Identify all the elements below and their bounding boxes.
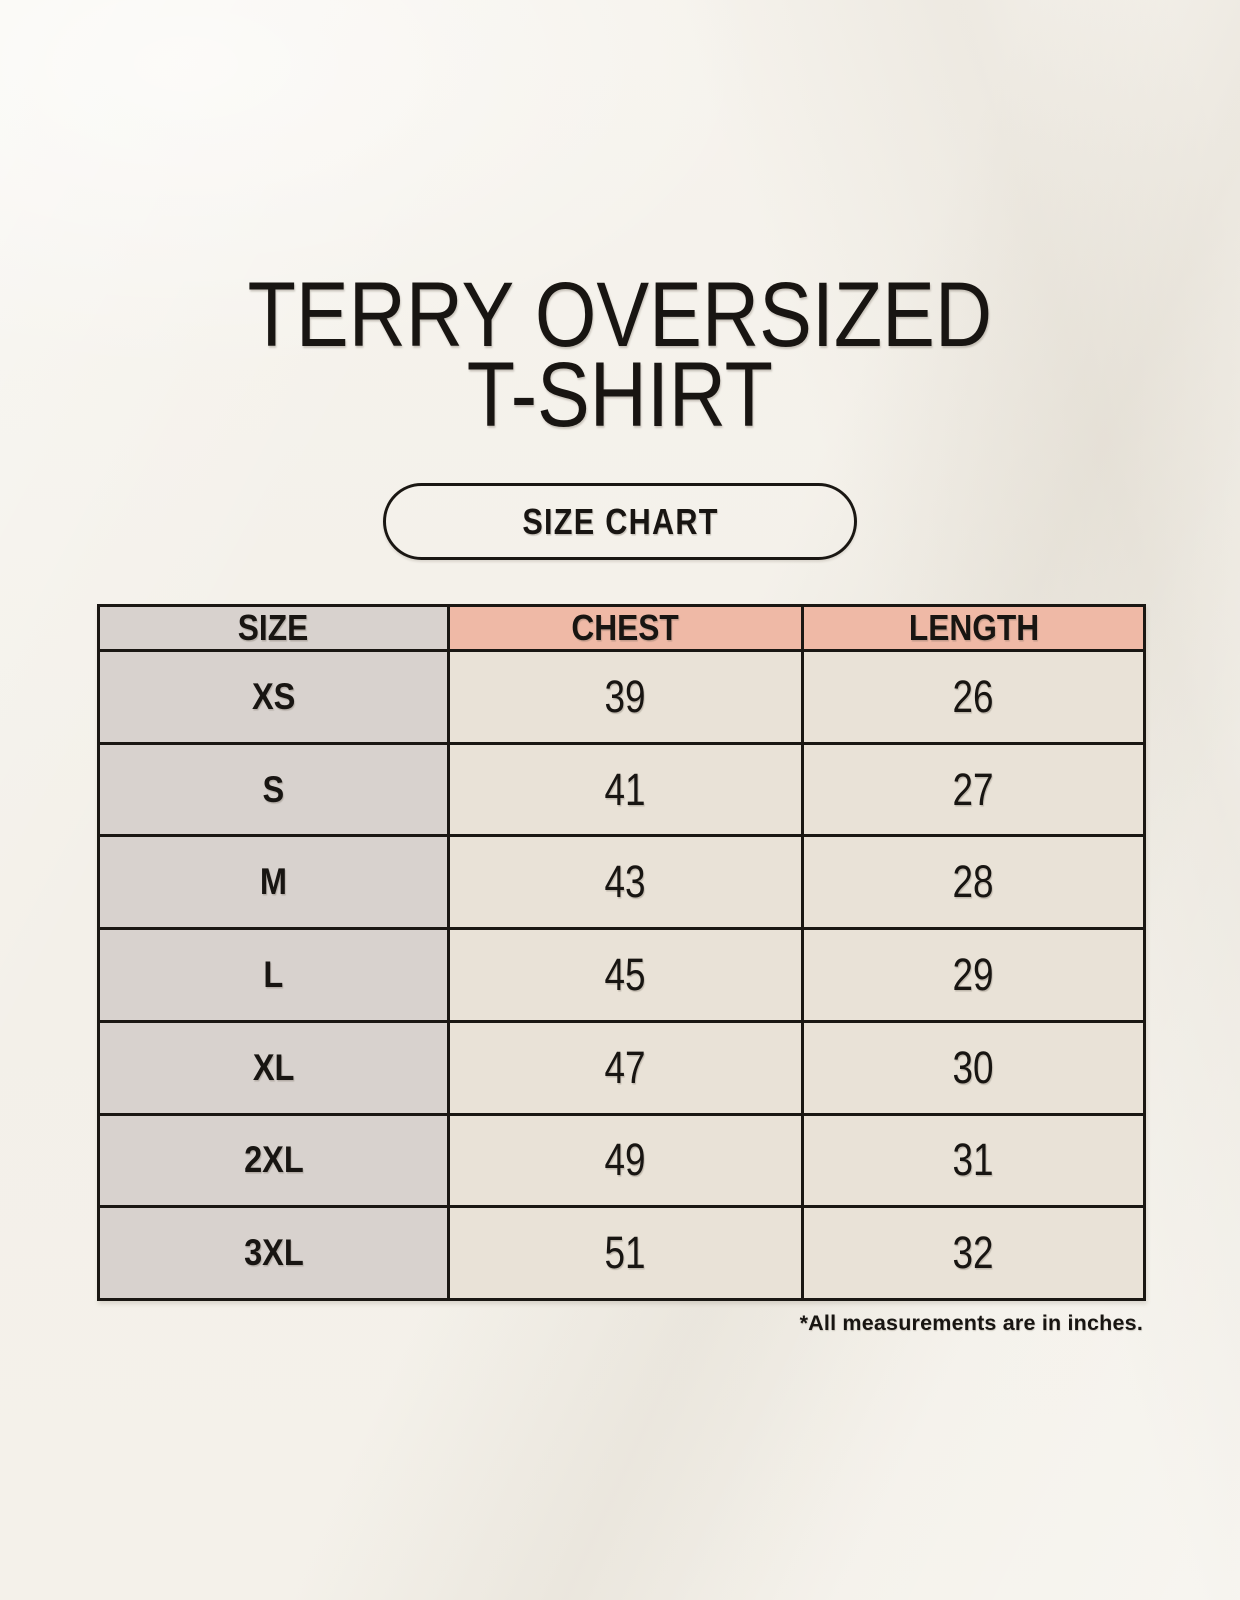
size-label-text: S — [262, 768, 285, 810]
chest-value-text: 51 — [604, 1227, 647, 1279]
column-header-size: SIZE — [97, 604, 450, 652]
table-row-xs: XS 39 26 — [97, 649, 1146, 745]
length-value: 30 — [801, 1019, 1146, 1116]
size-label-text: 3XL — [243, 1232, 304, 1274]
table-row-s: S 41 27 — [97, 741, 1146, 838]
size-label: 3XL — [97, 1205, 450, 1301]
length-value: 26 — [801, 649, 1146, 745]
size-label-text: XL — [252, 1046, 295, 1088]
table-row-2xl: 2XL 49 31 — [97, 1112, 1146, 1209]
page-title: TERRY OVERSIZED T-SHIRT — [0, 264, 1240, 446]
chest-value-text: 43 — [604, 856, 647, 908]
chest-value: 47 — [447, 1019, 804, 1116]
size-chart-button[interactable]: SIZE CHART — [383, 483, 857, 560]
page-title-text: TERRY OVERSIZED T-SHIRT — [247, 264, 993, 446]
chest-value-text: 49 — [604, 1134, 647, 1186]
size-table: SIZE CHEST LENGTH XS 39 26 S 41 27 M 43 … — [97, 604, 1146, 1301]
column-header-length-label: LENGTH — [908, 607, 1039, 648]
table-header-row: SIZE CHEST LENGTH — [97, 604, 1146, 652]
chest-value: 39 — [447, 649, 804, 745]
column-header-chest: CHEST — [447, 604, 804, 652]
length-value-text: 32 — [952, 1227, 995, 1279]
length-value-text: 30 — [952, 1041, 995, 1093]
chest-value-text: 47 — [604, 1041, 647, 1093]
size-label-text: XS — [251, 675, 296, 717]
length-value-text: 31 — [952, 1134, 995, 1186]
chest-value: 41 — [447, 741, 804, 838]
chest-value-text: 39 — [604, 670, 647, 722]
length-value-text: 28 — [952, 856, 995, 908]
size-label: XS — [97, 649, 450, 745]
chest-value: 51 — [447, 1205, 804, 1301]
chest-value: 45 — [447, 927, 804, 1023]
size-label: M — [97, 834, 450, 931]
column-header-size-label: SIZE — [238, 607, 309, 648]
length-value: 28 — [801, 834, 1146, 931]
table-row-m: M 43 28 — [97, 834, 1146, 931]
length-value: 29 — [801, 927, 1146, 1023]
size-label: 2XL — [97, 1112, 450, 1209]
chest-value-text: 45 — [604, 948, 647, 1000]
chest-value: 49 — [447, 1112, 804, 1209]
chest-value: 43 — [447, 834, 804, 931]
size-label-text: 2XL — [243, 1139, 304, 1181]
size-label-text: M — [259, 861, 288, 903]
measurement-note: *All measurements are in inches. — [799, 1311, 1143, 1335]
length-value-text: 26 — [952, 670, 995, 722]
chest-value-text: 41 — [604, 763, 647, 815]
length-value-text: 29 — [952, 948, 995, 1000]
title-line-2: T-SHIRT — [466, 344, 774, 446]
column-header-length: LENGTH — [801, 604, 1146, 652]
title-line-1: TERRY OVERSIZED — [247, 264, 993, 366]
length-value-text: 27 — [952, 763, 995, 815]
table-row-l: L 45 29 — [97, 927, 1146, 1023]
table-row-3xl: 3XL 51 32 — [97, 1205, 1146, 1301]
size-label: XL — [97, 1019, 450, 1116]
length-value: 31 — [801, 1112, 1146, 1209]
table-row-xl: XL 47 30 — [97, 1019, 1146, 1116]
size-label: L — [97, 927, 450, 1023]
column-header-chest-label: CHEST — [571, 607, 680, 648]
size-label-text: L — [263, 953, 284, 995]
size-label: S — [97, 741, 450, 838]
length-value: 27 — [801, 741, 1146, 838]
size-chart-button-label: SIZE CHART — [521, 500, 719, 542]
length-value: 32 — [801, 1205, 1146, 1301]
